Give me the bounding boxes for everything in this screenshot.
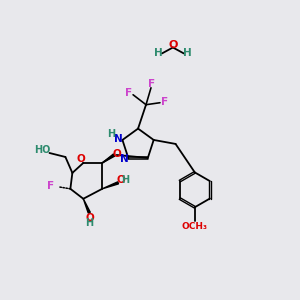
Text: N: N (120, 154, 129, 164)
Text: O: O (86, 213, 95, 223)
Text: F: F (161, 97, 169, 107)
Text: OCH₃: OCH₃ (182, 222, 208, 231)
Text: O: O (77, 154, 86, 164)
Text: F: F (47, 181, 55, 191)
Text: H: H (183, 48, 192, 59)
Polygon shape (102, 182, 119, 189)
Text: HO: HO (34, 145, 51, 154)
Text: F: F (124, 88, 132, 98)
Text: F: F (148, 79, 156, 89)
Text: O: O (112, 149, 121, 159)
Text: N: N (114, 134, 123, 144)
Text: H: H (154, 48, 162, 59)
Polygon shape (83, 199, 90, 213)
Text: H: H (107, 130, 115, 140)
Polygon shape (102, 154, 115, 163)
Text: H: H (85, 218, 93, 228)
Text: H: H (122, 176, 130, 185)
Text: O: O (116, 176, 125, 185)
Text: O: O (168, 40, 178, 50)
